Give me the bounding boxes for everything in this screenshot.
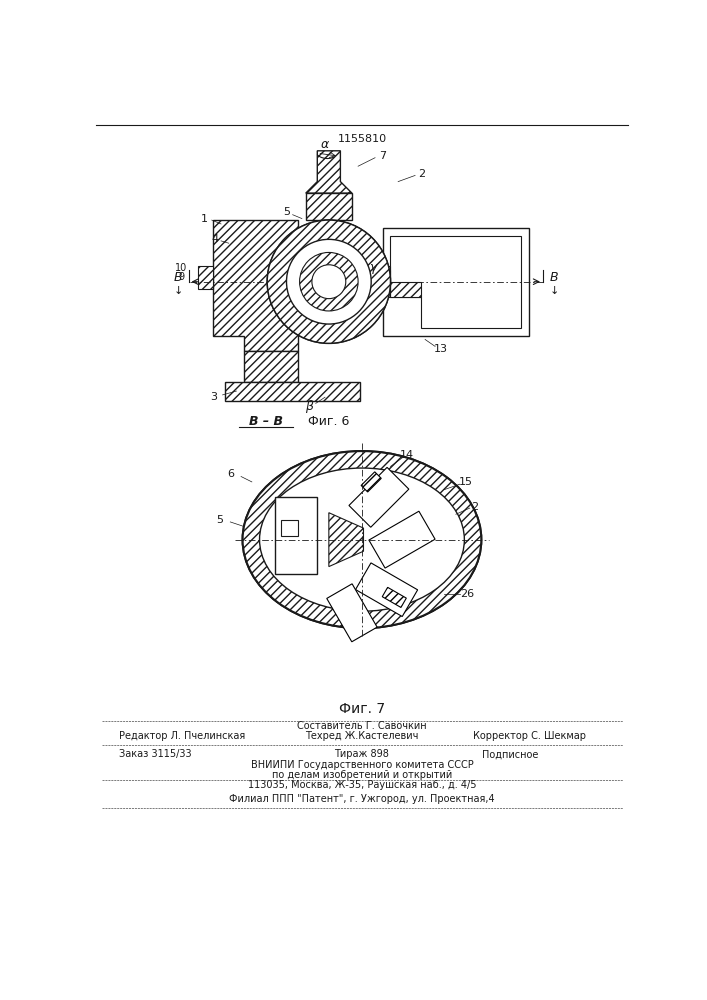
Text: 5: 5 [283, 207, 290, 217]
Circle shape [267, 220, 390, 343]
Polygon shape [356, 563, 418, 617]
Text: 10: 10 [175, 263, 187, 273]
Text: $\beta$: $\beta$ [305, 398, 315, 415]
Text: 13: 13 [433, 344, 448, 354]
Circle shape [286, 239, 371, 324]
Polygon shape [369, 511, 435, 568]
Polygon shape [275, 497, 317, 574]
Text: 3: 3 [210, 392, 217, 402]
Text: $\alpha$: $\alpha$ [320, 138, 330, 151]
Text: 26: 26 [460, 589, 474, 599]
Text: ↓: ↓ [550, 286, 559, 296]
Polygon shape [281, 520, 298, 536]
Text: Фиг. 6: Фиг. 6 [308, 415, 349, 428]
Polygon shape [225, 382, 360, 401]
Text: $\gamma$: $\gamma$ [368, 262, 378, 276]
Text: Фиг. 7: Фиг. 7 [339, 702, 385, 716]
Polygon shape [361, 472, 381, 492]
Polygon shape [244, 351, 298, 382]
Text: ВНИИПИ Государственного комитета СССР: ВНИИПИ Государственного комитета СССР [250, 760, 473, 770]
Circle shape [300, 252, 358, 311]
Circle shape [312, 265, 346, 299]
Polygon shape [382, 228, 529, 336]
Text: 5: 5 [216, 515, 223, 525]
Polygon shape [382, 587, 407, 607]
Circle shape [267, 220, 390, 343]
Text: 7: 7 [379, 151, 386, 161]
Text: Тираж 898: Тираж 898 [334, 749, 390, 759]
Polygon shape [349, 467, 409, 527]
Ellipse shape [243, 451, 481, 628]
Text: 2: 2 [472, 502, 479, 512]
Ellipse shape [259, 468, 464, 611]
Polygon shape [198, 266, 214, 289]
Polygon shape [305, 193, 352, 220]
Text: B: B [550, 271, 559, 284]
Text: 6: 6 [228, 469, 235, 479]
Text: Составитель Г. Савочкин: Составитель Г. Савочкин [297, 721, 427, 731]
Text: 4: 4 [211, 234, 218, 244]
Text: 113035, Москва, Ж-35, Раушская наб., д. 4/5: 113035, Москва, Ж-35, Раушская наб., д. … [247, 780, 477, 790]
Polygon shape [352, 266, 390, 297]
Text: 9: 9 [178, 272, 184, 282]
Text: Редактор Л. Пчелинская: Редактор Л. Пчелинская [119, 731, 245, 741]
Polygon shape [390, 235, 521, 328]
Text: Филиал ППП "Патент", г. Ужгород, ул. Проектная,4: Филиал ППП "Патент", г. Ужгород, ул. Про… [229, 794, 495, 804]
Text: B: B [174, 271, 182, 284]
Polygon shape [305, 151, 352, 193]
Text: Техред Ж.Кастелевич: Техред Ж.Кастелевич [305, 731, 419, 741]
Text: 1: 1 [201, 214, 208, 224]
Text: ↓: ↓ [173, 286, 182, 296]
Text: Подписное: Подписное [481, 749, 538, 759]
Polygon shape [327, 584, 377, 642]
Text: 2: 2 [418, 169, 425, 179]
Polygon shape [214, 220, 298, 351]
Text: Корректор С. Шекмар: Корректор С. Шекмар [472, 731, 585, 741]
Text: по делам изобретений и открытий: по делам изобретений и открытий [271, 770, 452, 780]
Polygon shape [390, 282, 421, 297]
Text: В – В: В – В [249, 415, 283, 428]
Text: 14: 14 [400, 450, 414, 460]
Text: 1155810: 1155810 [337, 134, 387, 144]
Polygon shape [363, 270, 390, 293]
Ellipse shape [243, 451, 481, 628]
Polygon shape [329, 513, 363, 567]
Text: Заказ 3115/33: Заказ 3115/33 [119, 749, 192, 759]
Text: 15: 15 [459, 477, 473, 487]
